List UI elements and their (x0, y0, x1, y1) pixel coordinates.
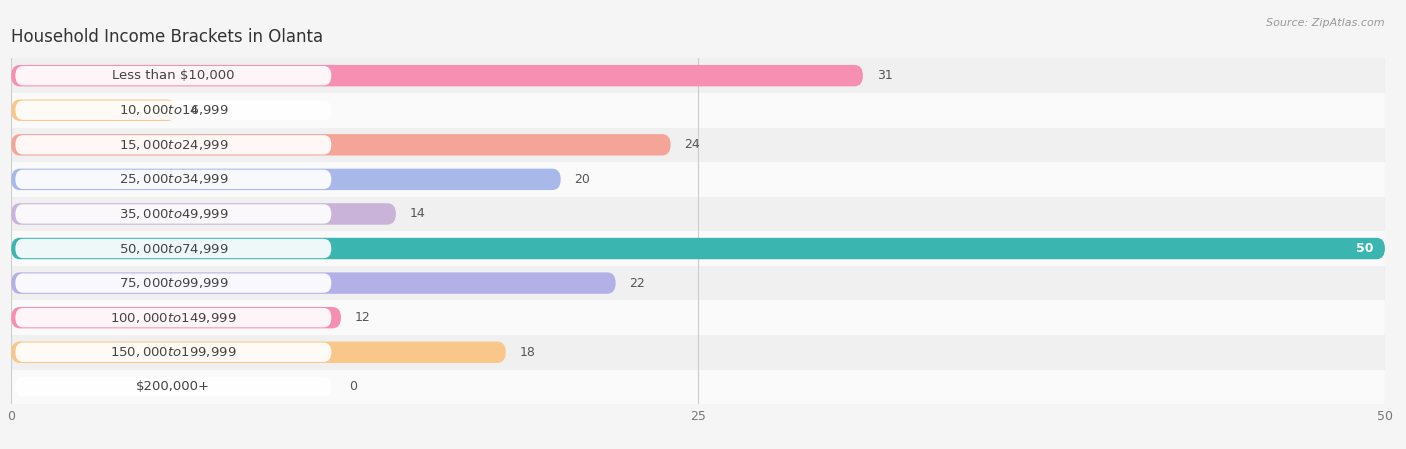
FancyBboxPatch shape (15, 170, 332, 189)
Bar (11, 58, 1385, 93)
FancyBboxPatch shape (15, 135, 332, 154)
Text: 24: 24 (685, 138, 700, 151)
Text: $35,000 to $49,999: $35,000 to $49,999 (118, 207, 228, 221)
Text: $10,000 to $14,999: $10,000 to $14,999 (118, 103, 228, 117)
FancyBboxPatch shape (15, 66, 332, 85)
Text: 50: 50 (1357, 242, 1374, 255)
FancyBboxPatch shape (15, 343, 332, 362)
Text: 12: 12 (354, 311, 370, 324)
FancyBboxPatch shape (15, 377, 332, 396)
Text: Source: ZipAtlas.com: Source: ZipAtlas.com (1267, 18, 1385, 28)
Bar (11, 93, 1385, 128)
FancyBboxPatch shape (15, 239, 332, 258)
Bar (11, 300, 1385, 335)
FancyBboxPatch shape (11, 169, 561, 190)
Text: Household Income Brackets in Olanta: Household Income Brackets in Olanta (11, 28, 323, 46)
FancyBboxPatch shape (15, 204, 332, 224)
FancyBboxPatch shape (11, 238, 1385, 259)
Text: 6: 6 (190, 104, 198, 117)
Text: 18: 18 (519, 346, 536, 359)
Text: 20: 20 (575, 173, 591, 186)
Bar (11, 162, 1385, 197)
FancyBboxPatch shape (11, 307, 340, 328)
Bar (11, 266, 1385, 300)
Bar (11, 335, 1385, 370)
Text: $75,000 to $99,999: $75,000 to $99,999 (118, 276, 228, 290)
FancyBboxPatch shape (11, 273, 616, 294)
FancyBboxPatch shape (11, 100, 176, 121)
Text: $25,000 to $34,999: $25,000 to $34,999 (118, 172, 228, 186)
Text: $100,000 to $149,999: $100,000 to $149,999 (110, 311, 236, 325)
FancyBboxPatch shape (11, 65, 863, 86)
Text: 0: 0 (349, 380, 357, 393)
Bar (11, 370, 1385, 404)
Text: $150,000 to $199,999: $150,000 to $199,999 (110, 345, 236, 359)
Text: Less than $10,000: Less than $10,000 (112, 69, 235, 82)
Text: 14: 14 (409, 207, 426, 220)
Text: $50,000 to $74,999: $50,000 to $74,999 (118, 242, 228, 255)
FancyBboxPatch shape (15, 101, 332, 120)
FancyBboxPatch shape (11, 203, 396, 224)
FancyBboxPatch shape (15, 273, 332, 293)
Bar (11, 231, 1385, 266)
Text: 22: 22 (630, 277, 645, 290)
Text: 31: 31 (877, 69, 893, 82)
Text: $200,000+: $200,000+ (136, 380, 211, 393)
Text: $15,000 to $24,999: $15,000 to $24,999 (118, 138, 228, 152)
FancyBboxPatch shape (15, 308, 332, 327)
Bar (11, 128, 1385, 162)
Bar (11, 197, 1385, 231)
FancyBboxPatch shape (11, 134, 671, 155)
FancyBboxPatch shape (11, 342, 506, 363)
